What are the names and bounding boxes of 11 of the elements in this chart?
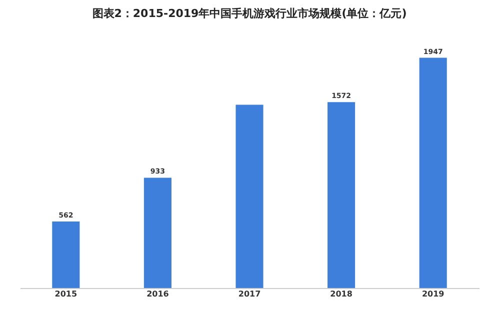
chart-title: 图表2：2015-2019年中国手机游戏行业市场规模(单位：亿元) (92, 7, 407, 20)
bar (236, 104, 264, 288)
x-tick-label: 2019 (422, 290, 445, 298)
x-tick-label: 2016 (146, 290, 170, 298)
bar (144, 178, 172, 288)
bar (52, 222, 80, 288)
x-tick-label: 2018 (330, 290, 353, 298)
bar (328, 102, 356, 288)
bar (419, 58, 447, 288)
x-tick-label: 2015 (54, 290, 78, 298)
x-tick-label: 2017 (238, 290, 261, 298)
